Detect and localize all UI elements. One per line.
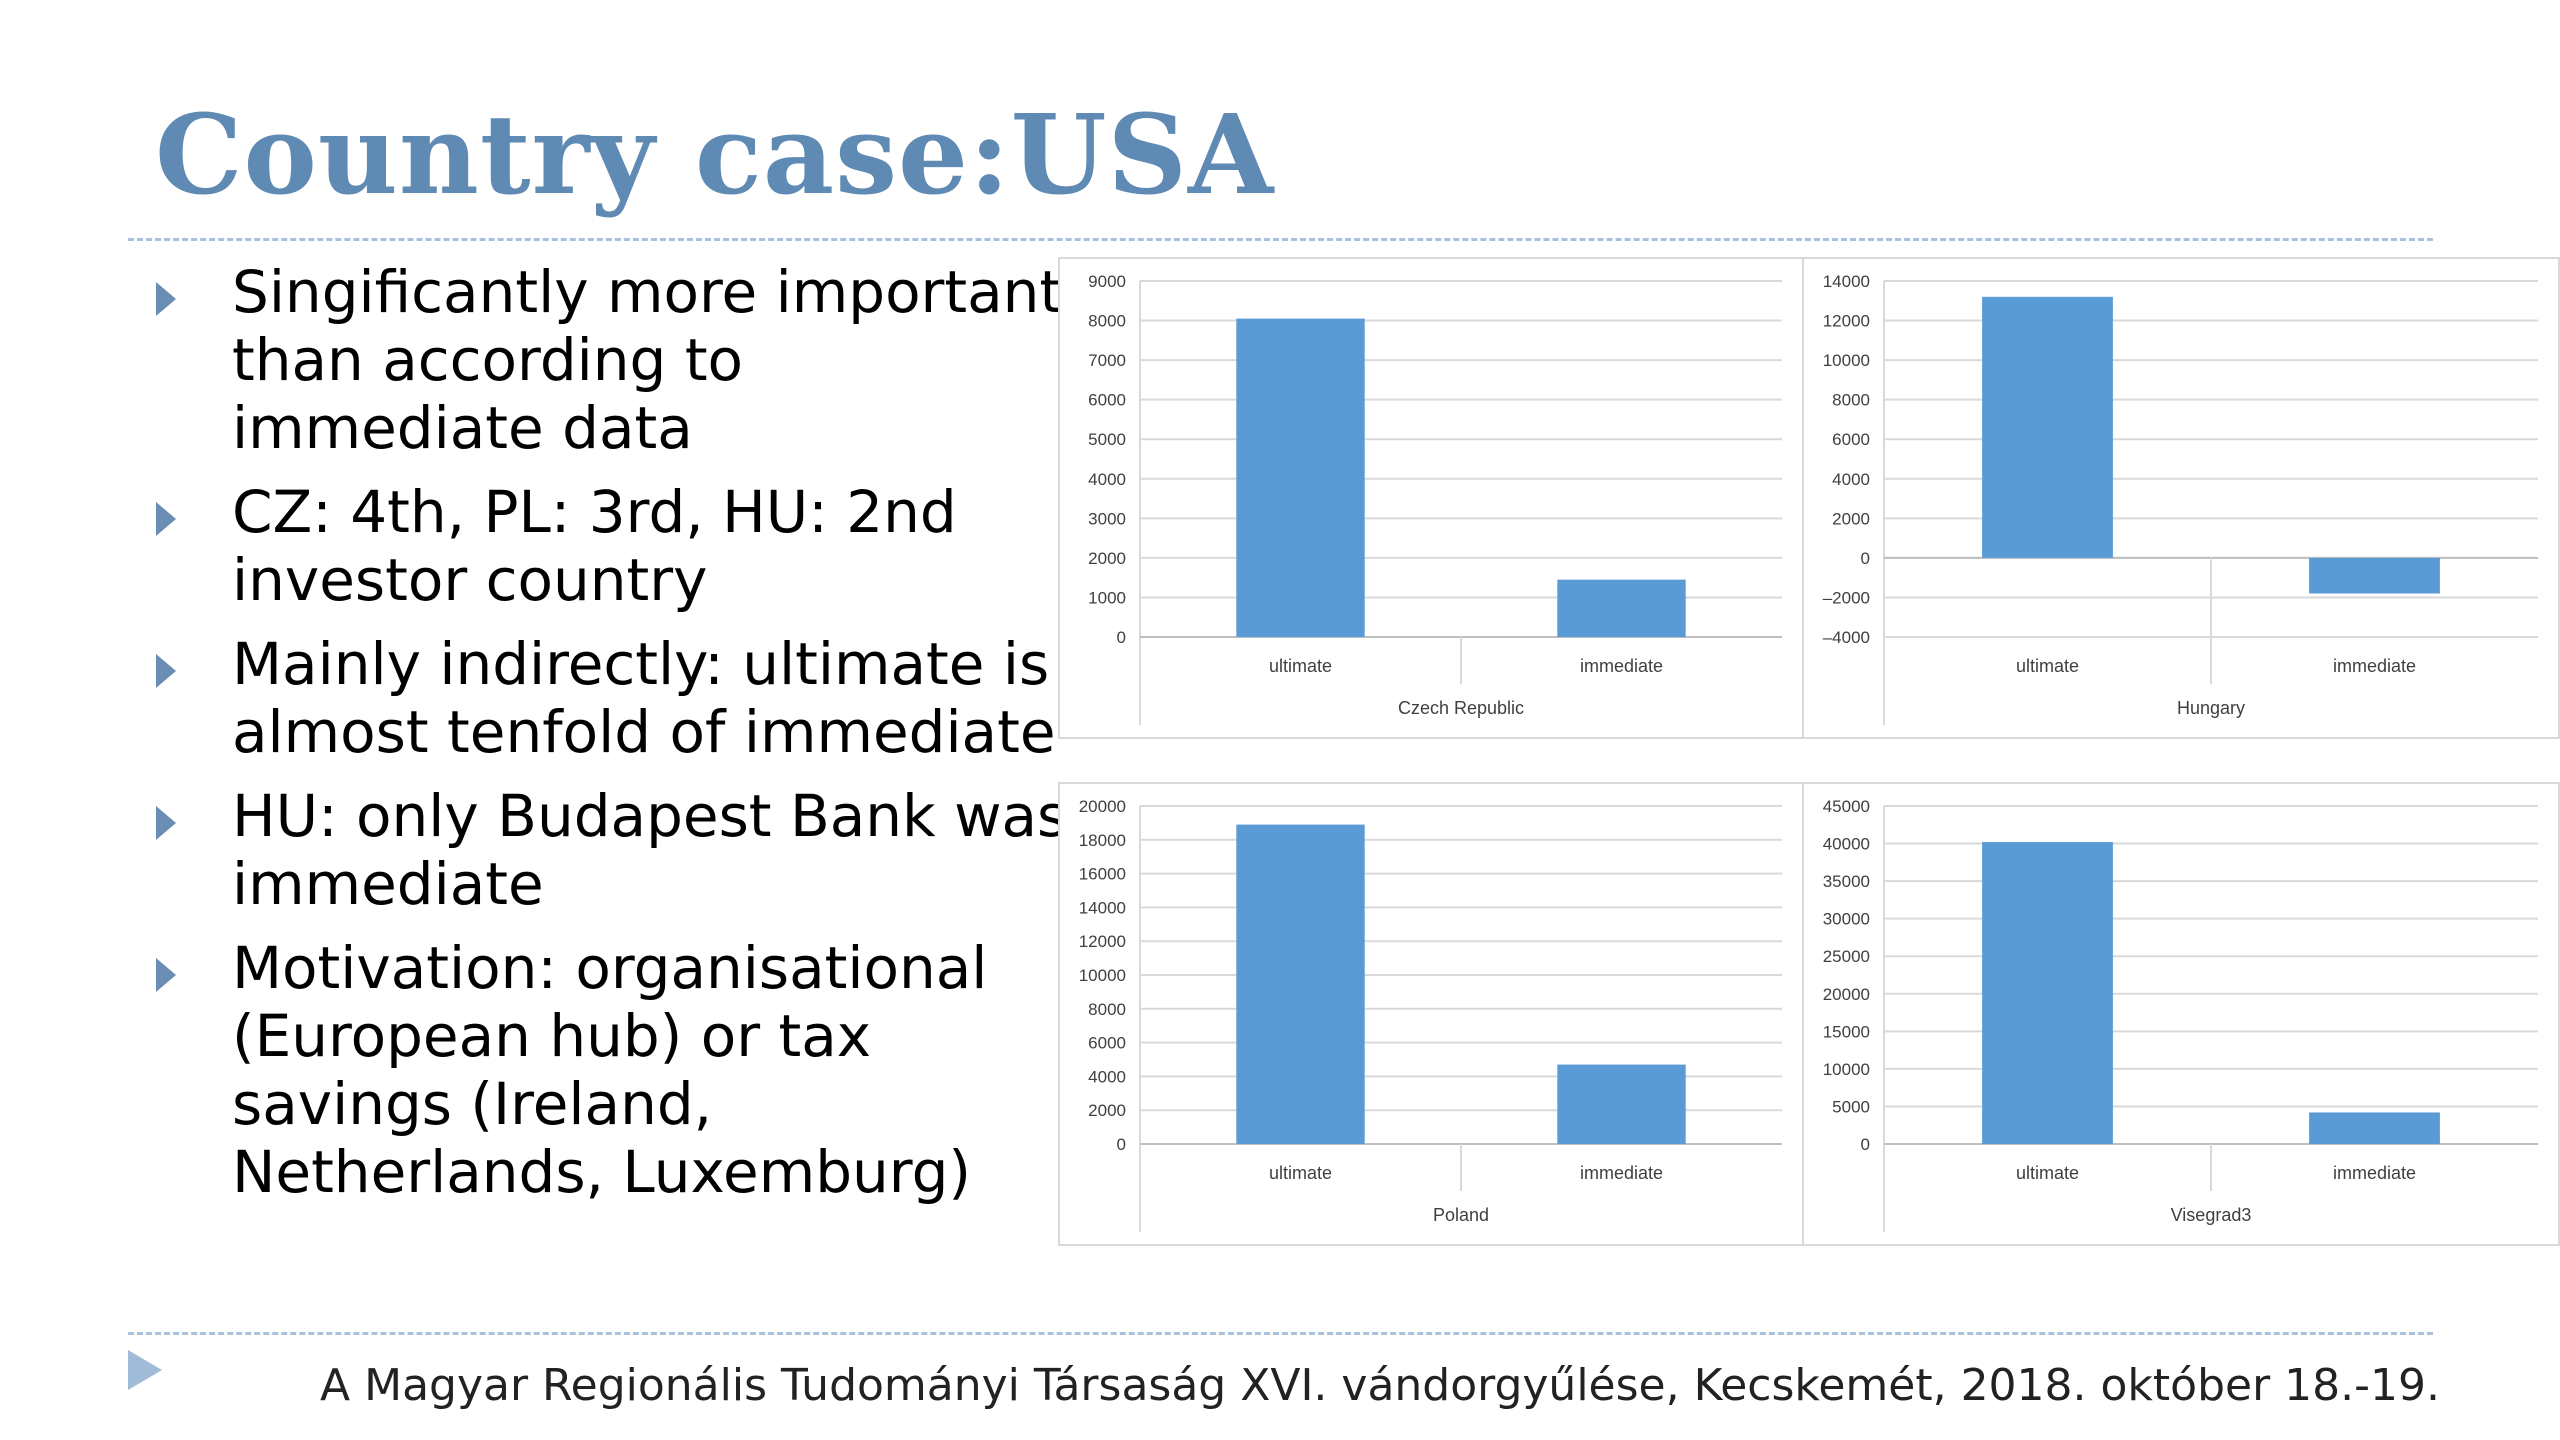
- bullet-item: CZ: 4th, PL: 3rd, HU: 2nd investor count…: [150, 478, 1070, 614]
- bullet-text: Mainly indirectly: ultimate is almost te…: [232, 630, 1056, 766]
- y-tick-label: 6000: [1088, 1034, 1126, 1053]
- bullet-item: Motivation: organisational (European hub…: [150, 934, 1070, 1206]
- y-tick-label: 1000: [1088, 588, 1126, 607]
- y-tick-label: 4000: [1088, 1067, 1126, 1086]
- footer-divider: [128, 1332, 2433, 1335]
- y-tick-label: 40000: [1823, 835, 1870, 854]
- category-label: immediate: [2333, 656, 2416, 676]
- y-tick-label: 3000: [1088, 509, 1126, 528]
- bullet-text: Singificantly more important than accord…: [232, 258, 1063, 462]
- y-tick-label: 10000: [1823, 1060, 1870, 1079]
- y-tick-label: 0: [1861, 1135, 1870, 1154]
- chart-poland-svg: 0 2000 4000 6000 8000 10000 12000 14000 16000 180…: [1079, 797, 1782, 1232]
- y-tick-label: 4000: [1832, 470, 1870, 489]
- y-tick-label: 10000: [1823, 351, 1870, 370]
- bar-immediate: [1557, 1064, 1686, 1144]
- y-tick-label: 25000: [1823, 947, 1870, 966]
- y-tick-label: 10000: [1079, 966, 1126, 985]
- chart-poland: 0 2000 4000 6000 8000 10000 12000 14000 16000 180…: [1058, 782, 1804, 1246]
- chart-czech-republic-svg: 0 1000 2000 3000 4000 5000 6000 7000 8000 9000 ult…: [1088, 272, 1782, 725]
- category-label: ultimate: [2016, 1163, 2079, 1183]
- y-tick-label: 0: [1861, 549, 1870, 568]
- chart-hungary-svg: –4000 –2000 0 2000 4000 6000 8000 10000 12000 140…: [1823, 272, 2538, 725]
- y-tick-label: 18000: [1079, 831, 1126, 850]
- slide-title: Country case:USA: [155, 90, 1275, 219]
- bullet-text: Motivation: organisational (European hub…: [232, 934, 988, 1206]
- category-label: immediate: [1580, 656, 1663, 676]
- y-tick-label: 14000: [1079, 898, 1126, 917]
- bullet-item: Mainly indirectly: ultimate is almost te…: [150, 630, 1070, 766]
- chart-hungary: –4000 –2000 0 2000 4000 6000 8000 10000 12000 140…: [1802, 257, 2560, 739]
- category-label: ultimate: [2016, 656, 2079, 676]
- category-label: ultimate: [1269, 656, 1332, 676]
- chart-czech-republic: 0 1000 2000 3000 4000 5000 6000 7000 8000 9000 ult…: [1058, 257, 1804, 739]
- y-tick-label: 6000: [1088, 391, 1126, 410]
- y-tick-label: 5000: [1088, 430, 1126, 449]
- bullet-list: Singificantly more important than accord…: [150, 258, 1070, 1222]
- y-tick-label: 8000: [1088, 1000, 1126, 1019]
- x-axis-label: Poland: [1433, 1205, 1489, 1225]
- category-label: ultimate: [1269, 1163, 1332, 1183]
- bullet-item: HU: only Budapest Bank was immediate: [150, 782, 1070, 918]
- bullet-text: HU: only Budapest Bank was immediate: [232, 782, 1068, 918]
- bullet-item: Singificantly more important than accord…: [150, 258, 1070, 462]
- x-axis-label: Visegrad3: [2171, 1205, 2252, 1225]
- y-tick-label: 2000: [1088, 549, 1126, 568]
- y-tick-label: 2000: [1832, 509, 1870, 528]
- y-tick-label: 8000: [1088, 312, 1126, 331]
- y-tick-label: 15000: [1823, 1022, 1870, 1041]
- y-tick-label: 8000: [1832, 391, 1870, 410]
- y-tick-label: 4000: [1088, 470, 1126, 489]
- y-tick-label: 20000: [1823, 985, 1870, 1004]
- y-tick-label: 45000: [1823, 797, 1870, 816]
- play-arrow-icon: [128, 1350, 162, 1390]
- footer-text: A Magyar Regionális Tudományi Társaság X…: [320, 1360, 2440, 1411]
- category-label: immediate: [2333, 1163, 2416, 1183]
- y-tick-label: 20000: [1079, 797, 1126, 816]
- y-tick-label: 14000: [1823, 272, 1870, 291]
- y-tick-label: 7000: [1088, 351, 1126, 370]
- bar-ultimate: [1982, 296, 2113, 558]
- y-tick-label: –2000: [1823, 588, 1870, 607]
- y-tick-label: 6000: [1832, 430, 1870, 449]
- bar-immediate: [2309, 557, 2440, 594]
- y-tick-label: 16000: [1079, 865, 1126, 884]
- y-tick-label: 9000: [1088, 272, 1126, 291]
- y-tick-label: 0: [1117, 1135, 1126, 1154]
- chart-visegrad3: 0 5000 10000 15000 20000 25000 30000 35000 40000…: [1802, 782, 2560, 1246]
- bullet-arrow-icon: [156, 282, 176, 316]
- bullet-text: CZ: 4th, PL: 3rd, HU: 2nd investor count…: [232, 478, 957, 614]
- y-tick-label: –4000: [1823, 628, 1870, 647]
- x-axis-label: Czech Republic: [1398, 698, 1524, 718]
- x-axis-label: Hungary: [2177, 698, 2245, 718]
- bar-ultimate: [1236, 318, 1365, 637]
- y-tick-label: 12000: [1079, 932, 1126, 951]
- bar-immediate: [2309, 1112, 2440, 1144]
- title-divider: [128, 238, 2433, 241]
- bullet-arrow-icon: [156, 502, 176, 536]
- bar-immediate: [1557, 579, 1686, 637]
- y-tick-label: 0: [1117, 628, 1126, 647]
- chart-visegrad3-svg: 0 5000 10000 15000 20000 25000 30000 35000 40000…: [1823, 797, 2538, 1232]
- y-tick-label: 12000: [1823, 312, 1870, 331]
- bullet-arrow-icon: [156, 654, 176, 688]
- category-label: immediate: [1580, 1163, 1663, 1183]
- bar-ultimate: [1982, 842, 2113, 1144]
- bullet-arrow-icon: [156, 958, 176, 992]
- y-tick-label: 35000: [1823, 872, 1870, 891]
- y-tick-label: 5000: [1832, 1097, 1870, 1116]
- y-tick-label: 30000: [1823, 910, 1870, 929]
- y-tick-label: 2000: [1088, 1101, 1126, 1120]
- bar-ultimate: [1236, 824, 1365, 1144]
- bullet-arrow-icon: [156, 806, 176, 840]
